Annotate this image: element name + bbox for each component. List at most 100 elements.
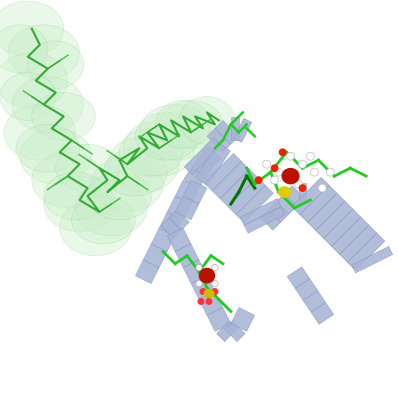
Ellipse shape: [204, 290, 214, 298]
Polygon shape: [191, 276, 215, 300]
Polygon shape: [231, 308, 255, 331]
Ellipse shape: [212, 280, 218, 287]
Polygon shape: [295, 279, 318, 300]
Polygon shape: [201, 146, 221, 166]
Ellipse shape: [299, 185, 306, 191]
Polygon shape: [308, 193, 345, 230]
Polygon shape: [234, 118, 252, 142]
Polygon shape: [175, 196, 199, 220]
Ellipse shape: [135, 112, 199, 160]
Polygon shape: [212, 162, 250, 199]
Ellipse shape: [256, 177, 262, 183]
Polygon shape: [215, 120, 239, 144]
Ellipse shape: [279, 187, 291, 197]
Ellipse shape: [88, 172, 151, 220]
Polygon shape: [332, 217, 369, 254]
Polygon shape: [220, 170, 258, 207]
Polygon shape: [207, 308, 231, 331]
Ellipse shape: [271, 165, 278, 171]
Ellipse shape: [44, 172, 107, 220]
Polygon shape: [204, 154, 242, 191]
Ellipse shape: [56, 144, 119, 192]
Ellipse shape: [12, 77, 84, 132]
Polygon shape: [195, 143, 230, 185]
Ellipse shape: [28, 41, 84, 88]
Polygon shape: [311, 303, 334, 324]
Ellipse shape: [263, 160, 271, 168]
Polygon shape: [236, 185, 273, 222]
Polygon shape: [207, 128, 231, 152]
Polygon shape: [240, 199, 281, 225]
Polygon shape: [167, 228, 191, 252]
Polygon shape: [167, 196, 191, 220]
Polygon shape: [183, 180, 207, 204]
Ellipse shape: [0, 25, 48, 73]
Ellipse shape: [295, 180, 302, 188]
Polygon shape: [183, 260, 207, 284]
Polygon shape: [175, 180, 199, 204]
Ellipse shape: [212, 264, 218, 271]
Polygon shape: [300, 185, 337, 222]
Polygon shape: [244, 207, 285, 233]
Polygon shape: [231, 117, 239, 140]
Ellipse shape: [72, 196, 135, 244]
Ellipse shape: [20, 128, 92, 184]
Ellipse shape: [16, 124, 80, 172]
Polygon shape: [276, 194, 297, 214]
Ellipse shape: [206, 299, 212, 304]
Polygon shape: [347, 233, 385, 270]
Ellipse shape: [107, 136, 179, 192]
Ellipse shape: [196, 264, 202, 271]
Ellipse shape: [271, 176, 279, 184]
Polygon shape: [169, 210, 189, 230]
Polygon shape: [339, 225, 377, 262]
Polygon shape: [268, 202, 289, 222]
Ellipse shape: [212, 289, 218, 294]
Ellipse shape: [0, 73, 56, 120]
Polygon shape: [143, 244, 167, 268]
Ellipse shape: [279, 149, 286, 156]
Polygon shape: [161, 218, 181, 238]
Ellipse shape: [200, 289, 206, 294]
Ellipse shape: [123, 120, 195, 176]
Ellipse shape: [287, 152, 295, 160]
Ellipse shape: [76, 180, 147, 236]
Ellipse shape: [103, 148, 167, 196]
Polygon shape: [284, 186, 305, 206]
Ellipse shape: [198, 299, 204, 304]
Polygon shape: [159, 212, 183, 236]
Polygon shape: [192, 155, 214, 177]
Polygon shape: [151, 228, 175, 252]
Polygon shape: [298, 183, 306, 201]
Ellipse shape: [326, 168, 334, 176]
Ellipse shape: [32, 92, 96, 140]
Polygon shape: [184, 167, 206, 189]
Polygon shape: [175, 244, 199, 268]
Polygon shape: [224, 321, 245, 342]
Ellipse shape: [310, 168, 318, 176]
Ellipse shape: [155, 100, 211, 148]
Ellipse shape: [92, 156, 163, 212]
Ellipse shape: [282, 168, 299, 184]
Polygon shape: [324, 209, 361, 246]
Ellipse shape: [44, 176, 115, 232]
Ellipse shape: [196, 280, 202, 287]
Polygon shape: [217, 321, 237, 342]
Ellipse shape: [0, 1, 64, 57]
Polygon shape: [351, 246, 393, 273]
Polygon shape: [287, 267, 310, 288]
Polygon shape: [199, 292, 223, 315]
Ellipse shape: [0, 53, 68, 108]
Ellipse shape: [8, 25, 80, 81]
Ellipse shape: [32, 152, 103, 208]
Ellipse shape: [275, 168, 283, 176]
Ellipse shape: [159, 100, 223, 148]
Ellipse shape: [139, 104, 211, 160]
Ellipse shape: [199, 268, 215, 283]
Polygon shape: [316, 201, 353, 238]
Ellipse shape: [179, 96, 235, 144]
Polygon shape: [184, 138, 222, 175]
Polygon shape: [260, 210, 281, 230]
Ellipse shape: [4, 104, 76, 160]
Polygon shape: [135, 260, 159, 284]
